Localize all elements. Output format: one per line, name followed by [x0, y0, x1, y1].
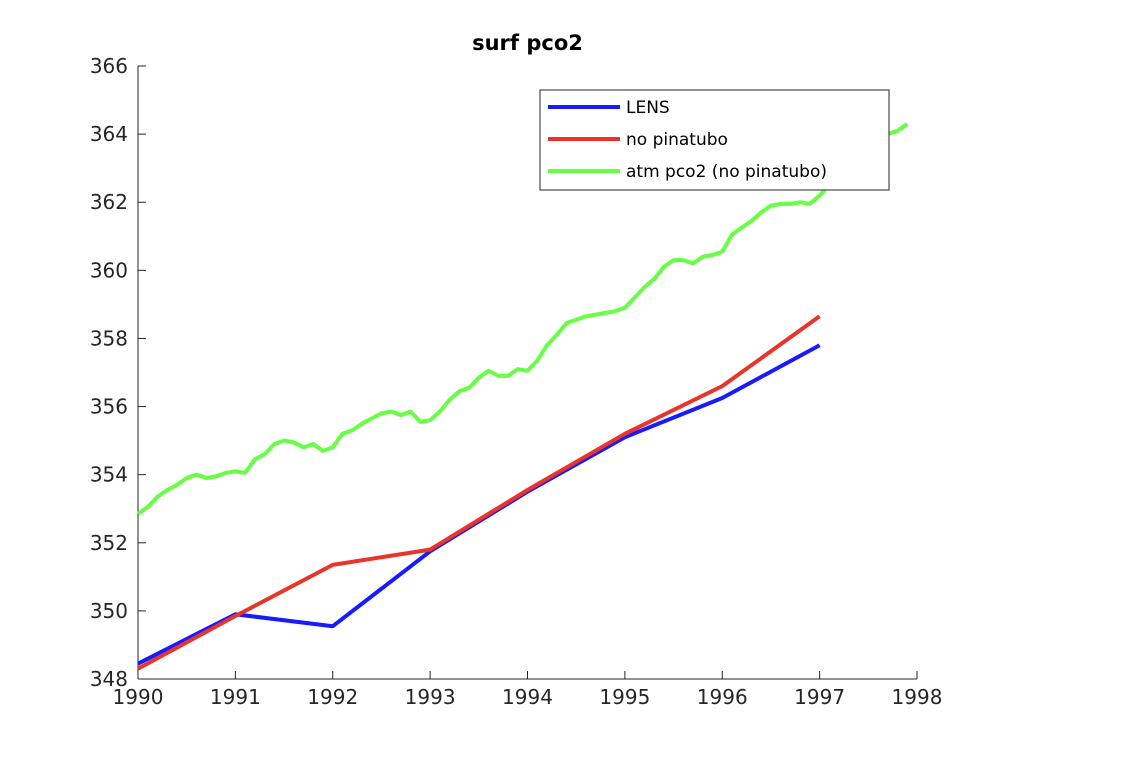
- x-tick-label: 1996: [697, 685, 748, 709]
- y-tick-label: 356: [90, 395, 128, 419]
- x-tick-label: 1993: [405, 685, 456, 709]
- legend-label: no pinatubo: [626, 130, 728, 150]
- axes: 348 350 352 354 356 358 360 362 364 366 1990 1991 19…: [90, 54, 943, 709]
- series-line-0: [137, 343, 821, 666]
- y-tick-label: 352: [90, 531, 128, 555]
- y-tick-label: 362: [90, 190, 128, 214]
- y-tick-label: 364: [90, 122, 128, 146]
- x-tick-label: 1998: [892, 685, 943, 709]
- legend-label: atm pco2 (no pinatubo): [626, 162, 827, 182]
- y-tick-label: 360: [90, 258, 128, 282]
- chart-title: surf pco2: [472, 31, 583, 55]
- series-layer: [136, 122, 909, 671]
- y-tick-label: 350: [90, 599, 128, 623]
- series-line-1: [137, 314, 821, 671]
- legend-label: LENS: [626, 98, 670, 118]
- y-tick-label: 354: [90, 463, 128, 487]
- x-tick-label: 1992: [307, 685, 358, 709]
- y-tick-label: 358: [90, 326, 128, 350]
- x-tick-label: 1990: [113, 685, 164, 709]
- x-tick-label: 1995: [599, 685, 650, 709]
- x-tick-label: 1991: [210, 685, 261, 709]
- y-tick-label: 348: [90, 667, 128, 691]
- legend: LENS no pinatubo atm pco2 (no pinatubo): [539, 89, 890, 191]
- x-tick-label: 1994: [502, 685, 553, 709]
- series-line-2: [136, 122, 909, 516]
- x-tick-label: 1997: [794, 685, 845, 709]
- y-tick-label: 366: [90, 54, 128, 78]
